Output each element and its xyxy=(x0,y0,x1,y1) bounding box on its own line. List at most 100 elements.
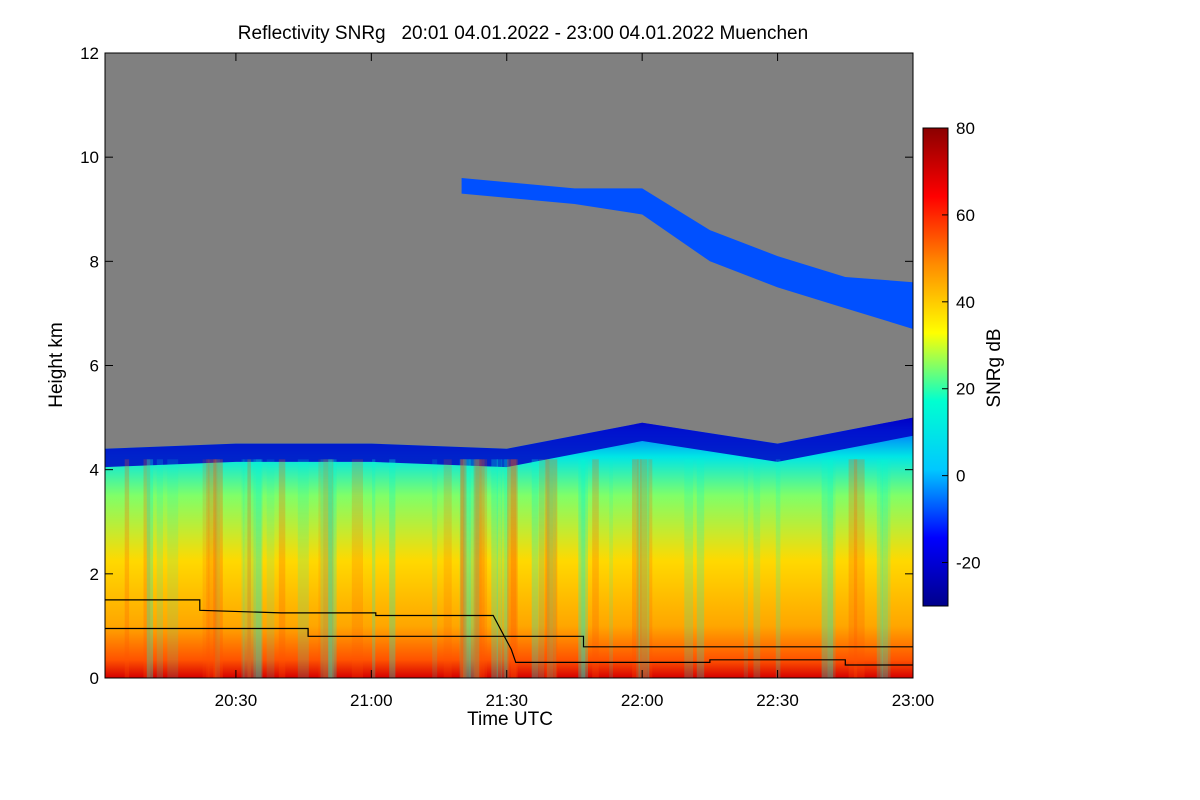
fall-streak xyxy=(882,459,891,678)
fall-streak xyxy=(545,459,558,678)
line-series-2 xyxy=(105,627,913,648)
colorbar-title: SNRg dB xyxy=(984,328,1005,407)
fall-streak xyxy=(475,459,488,678)
fall-streak xyxy=(242,459,255,678)
fall-streak xyxy=(320,459,333,678)
fall-streak xyxy=(578,459,586,678)
fall-streak xyxy=(469,459,480,678)
colorbar-tick-label: 0 xyxy=(956,467,965,486)
fall-streak xyxy=(443,459,452,678)
y-tick-label: 6 xyxy=(90,357,99,376)
y-tick-label: 2 xyxy=(90,565,99,584)
fall-streak xyxy=(323,459,334,678)
fall-streak xyxy=(504,459,508,678)
fall-streak xyxy=(328,459,335,678)
fall-streak xyxy=(207,459,218,678)
fall-streak xyxy=(821,459,834,678)
plot-area xyxy=(105,53,913,678)
fall-streak xyxy=(848,459,858,678)
line-series-1 xyxy=(105,599,913,666)
x-tick-label: 23:00 xyxy=(892,691,935,710)
fall-streak xyxy=(389,459,396,678)
colorbar-ticks: -20 0 20 40 60 80 xyxy=(942,119,981,573)
fall-streak xyxy=(684,459,694,678)
fall-streak xyxy=(753,459,761,678)
fall-streak xyxy=(372,459,376,678)
fall-streak xyxy=(531,459,539,678)
fall-streak xyxy=(432,459,438,678)
fall-streak xyxy=(253,459,263,678)
fall-streak xyxy=(876,459,883,678)
x-tick-label: 21:00 xyxy=(350,691,393,710)
colorbar-tick-label: 40 xyxy=(956,293,975,312)
colorbar-fill xyxy=(922,127,949,607)
x-tick-label: 21:30 xyxy=(485,691,528,710)
colorbar-tick-label: 80 xyxy=(956,119,975,138)
colorbar-tick-label: -20 xyxy=(956,554,981,573)
fall-streak xyxy=(647,459,653,678)
series-layer xyxy=(105,599,913,666)
fall-streak xyxy=(328,459,337,678)
x-tick-label: 22:30 xyxy=(756,691,799,710)
fall-streak xyxy=(266,459,275,678)
colorbar: -20 0 20 40 60 80 SNRg dB xyxy=(922,119,1005,607)
fall-streak xyxy=(214,459,220,678)
fall-streak xyxy=(639,459,648,678)
fall-streak xyxy=(496,459,502,678)
fall-streak-layer xyxy=(124,459,891,678)
fall-streak xyxy=(538,459,545,678)
x-axis-title: Time UTC xyxy=(467,709,553,730)
fall-streak xyxy=(632,459,639,678)
fall-streak xyxy=(638,459,650,678)
fall-streak xyxy=(202,459,210,678)
fall-streak xyxy=(460,459,465,678)
fall-streak xyxy=(507,459,517,678)
fall-streak xyxy=(278,459,286,678)
y-tick-label: 10 xyxy=(80,148,99,167)
fall-streak xyxy=(146,459,154,678)
fall-streak xyxy=(510,459,518,678)
cirrus-band xyxy=(461,178,913,329)
y-axis-title: Height km xyxy=(46,322,67,408)
fall-streak xyxy=(247,459,251,678)
fall-streak xyxy=(318,459,324,678)
fall-streak xyxy=(501,459,510,678)
fall-streak xyxy=(553,459,557,678)
fall-streak xyxy=(539,459,550,678)
fall-streak xyxy=(143,459,151,678)
fall-streak xyxy=(636,459,640,678)
echo-top-fringe xyxy=(105,417,913,468)
y-tick-label: 12 xyxy=(80,44,99,63)
fall-streak xyxy=(880,459,888,678)
fall-streak xyxy=(241,459,245,678)
fall-streak xyxy=(460,459,467,678)
chart-title: Reflectivity SNRg 20:01 04.01.2022 - 23:… xyxy=(238,23,808,44)
fall-streak xyxy=(743,459,748,678)
cirrus-layer xyxy=(461,178,913,329)
colorbar-tick-label: 20 xyxy=(956,380,975,399)
fall-streak xyxy=(206,459,217,678)
x-tick-label: 22:00 xyxy=(621,691,664,710)
fall-streak xyxy=(853,459,865,678)
y-tick-label: 0 xyxy=(90,669,99,688)
fall-streak xyxy=(592,459,599,678)
fall-streak xyxy=(491,459,498,678)
y-tick-label: 4 xyxy=(90,461,99,480)
fall-streak xyxy=(581,459,588,678)
fall-streak xyxy=(463,459,471,678)
fall-streak xyxy=(827,459,836,678)
colorbar-tick-label: 60 xyxy=(956,206,975,225)
fall-streak xyxy=(255,459,262,678)
fall-streak xyxy=(696,459,705,678)
fall-streak xyxy=(775,459,781,678)
fall-streak xyxy=(459,459,471,678)
fall-streak xyxy=(351,459,363,678)
fall-streak xyxy=(167,459,179,678)
fall-streak xyxy=(473,459,485,678)
fall-streak xyxy=(547,459,553,678)
x-tick-label: 20:30 xyxy=(215,691,258,710)
fall-streak xyxy=(156,459,163,678)
y-tick-label: 8 xyxy=(90,252,99,271)
fall-streak xyxy=(609,459,613,678)
